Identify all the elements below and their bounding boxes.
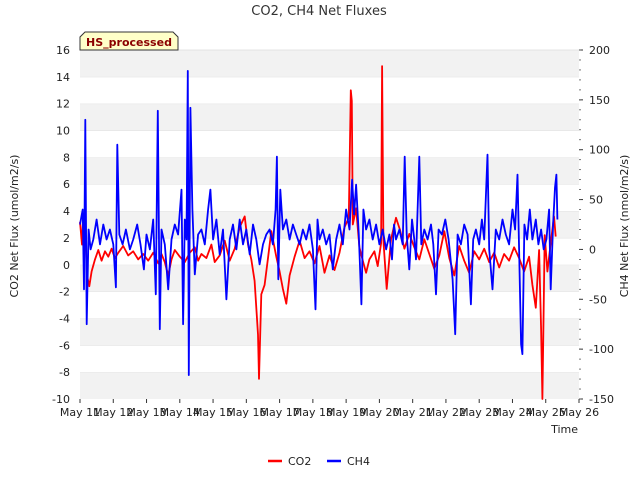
grid-band [80,372,579,399]
legend-label-ch4: CH4 [347,455,370,468]
x-tick-label: May 11 [60,406,100,419]
left-y-tick-label: 0 [63,259,70,272]
left-y-tick-label: -2 [59,286,70,299]
right-y-tick-label: 200 [589,44,610,57]
left-y-tick-label: -6 [59,339,70,352]
x-tick-label: May 20 [359,406,399,419]
x-tick-label: May 22 [426,406,466,419]
left-y-tick-label: 2 [63,232,70,245]
left-y-tick-label: 12 [56,98,70,111]
x-tick-label: May 18 [293,406,333,419]
right-y-tick-label: 100 [589,144,610,157]
right-y-tick-label: 50 [589,194,603,207]
left-y-axis-label: CO2 Net Flux (umol/m2/s) [8,155,21,298]
x-tick-label: May 15 [193,406,233,419]
badge-text: HS_processed [86,36,172,49]
left-y-tick-label: 14 [56,71,70,84]
left-y-tick-label: -10 [52,393,70,406]
left-y-tick-label: 4 [63,205,70,218]
x-tick-label: May 14 [160,406,200,419]
left-y-tick-label: -8 [59,366,70,379]
right-y-tick-label: 150 [589,94,610,107]
grid-band [80,291,579,319]
grid-band [80,264,579,292]
x-tick-label: May 26 [559,406,599,419]
grid-band [80,50,579,77]
x-tick-label: May 24 [492,406,532,419]
processing-badge: HS_processed [79,31,179,51]
x-tick-label: May 19 [326,406,366,419]
badge-box [79,31,179,51]
series-line-ch4 [79,70,559,377]
x-tick-label: May 12 [93,406,133,419]
left-y-tick-label: 10 [56,125,70,138]
left-y-tick-label: 8 [63,151,70,164]
x-tick-label: May 17 [259,406,299,419]
grid-band [80,130,579,158]
left-y-axis-ticks: -10 -8 -6 -4 -2 0 2 4 6 8 10 12 14 16 [52,44,70,406]
right-y-tick-label: -150 [589,393,614,406]
right-y-axis-ticks: -150 -100 -50 0 50 100 150 200 [579,44,614,406]
grid-band [80,103,579,131]
right-y-tick-label: 0 [589,243,596,256]
x-tick-label: May 21 [393,406,433,419]
x-axis-label: Time [550,423,578,436]
grid-band [80,318,579,346]
x-tick-label: May 16 [226,406,266,419]
grid-band [80,76,579,104]
right-y-tick-label: -50 [589,293,607,306]
grid-band [80,184,579,212]
left-y-tick-label: -4 [59,312,70,325]
left-y-tick-label: 6 [63,178,70,191]
right-y-tick-label: -100 [589,343,614,356]
legend-label-co2: CO2 [288,455,311,468]
left-y-tick-label: 16 [56,44,70,57]
grid-band [80,345,579,373]
x-tick-label: May 23 [459,406,499,419]
legend: CO2 CH4 [268,455,370,468]
right-y-axis-label: CH4 Net Flux (nmol/m2/s) [618,155,631,298]
x-tick-label: May 25 [526,406,566,419]
grid-band [80,157,579,185]
x-tick-label: May 13 [126,406,166,419]
series-layer [79,65,559,400]
chart-title: CO2, CH4 Net Fluxes [251,4,387,19]
